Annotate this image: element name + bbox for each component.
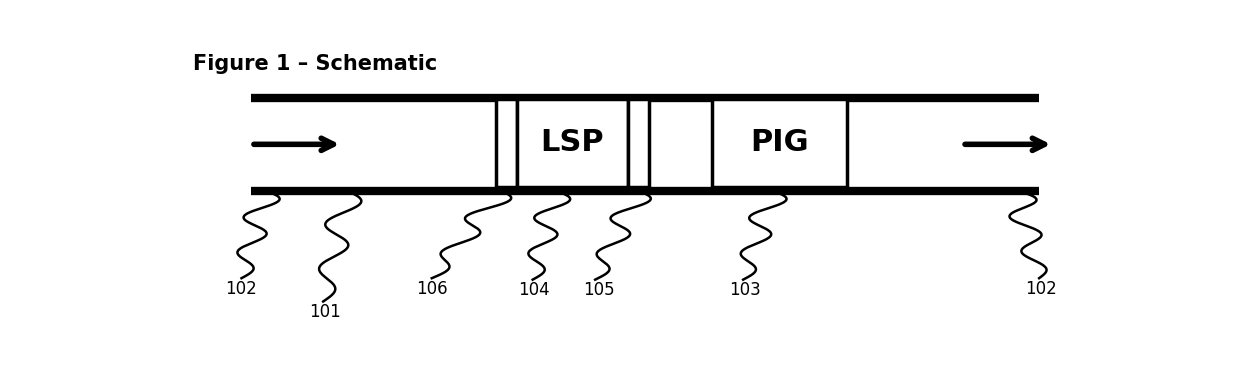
Text: PIG: PIG xyxy=(750,129,808,157)
Text: 102: 102 xyxy=(226,280,257,297)
Text: 101: 101 xyxy=(309,303,341,321)
Bar xyxy=(627,99,649,186)
Text: 104: 104 xyxy=(518,281,549,299)
Text: 102: 102 xyxy=(1024,280,1056,297)
Text: 103: 103 xyxy=(729,281,760,299)
Text: LSP: LSP xyxy=(541,129,604,157)
Text: 105: 105 xyxy=(583,281,614,299)
Bar xyxy=(517,99,627,186)
Bar xyxy=(712,99,847,186)
Text: 106: 106 xyxy=(417,280,448,297)
Text: Figure 1 – Schematic: Figure 1 – Schematic xyxy=(193,54,438,74)
Bar xyxy=(496,99,517,186)
